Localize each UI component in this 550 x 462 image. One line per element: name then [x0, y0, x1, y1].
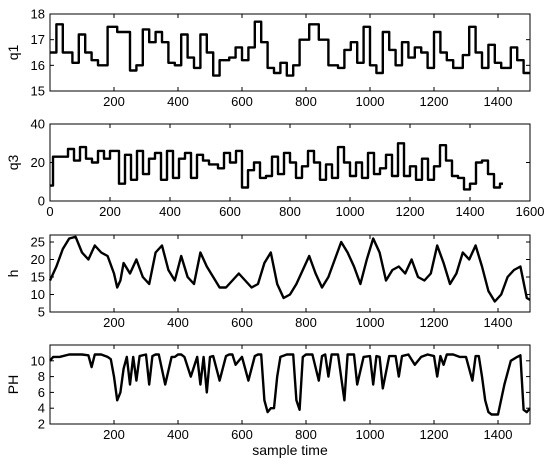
x-tick-label: 800: [295, 94, 317, 109]
x-tick-label: 1200: [420, 427, 449, 442]
x-tick-label: 600: [219, 204, 241, 219]
y-tick-label: 5: [38, 305, 45, 320]
x-tick-label: 1200: [420, 94, 449, 109]
plot-frame: [49, 234, 531, 313]
y-tick-label: 15: [31, 84, 45, 99]
y-axis-label: q3: [5, 155, 21, 171]
x-tick-label: 800: [295, 427, 317, 442]
x-tick-label: 600: [231, 315, 253, 330]
x-tick-label: 200: [103, 94, 125, 109]
y-tick-label: 20: [31, 155, 45, 170]
x-tick-label: 1000: [356, 427, 385, 442]
chart-panel-q1: 200 400 600 800 1000 1200 1400 15 16 17 18 q1: [5, 7, 531, 109]
y-tick-label: 10: [31, 353, 45, 368]
plot-frame: [49, 344, 531, 425]
y-tick-label: 8: [38, 369, 45, 384]
chart-panel-q3: 0 200 400 600 800 1000 1200 1400 1600 0 20 40 q3: [5, 117, 544, 220]
x-tick-label: 0: [46, 204, 53, 219]
x-tick-label: 1000: [336, 204, 365, 219]
y-tick-label: 15: [31, 270, 45, 285]
y-tick-label: 16: [31, 58, 45, 73]
x-tick-label: 1400: [456, 204, 485, 219]
y-tick-label: 10: [31, 287, 45, 302]
x-tick-label: 1400: [484, 315, 513, 330]
y-tick-label: 25: [31, 235, 45, 250]
y-tick-label: 17: [31, 32, 45, 47]
y-tick-label: 2: [38, 417, 45, 432]
x-tick-label: 1400: [484, 94, 513, 109]
x-tick-label: 1400: [484, 427, 513, 442]
y-tick-label: 20: [31, 252, 45, 267]
y-tick-label: 18: [31, 7, 45, 22]
chart-panel-h: 200 400 600 800 1000 1200 1400 5 10 15 20 25 h: [5, 234, 531, 330]
series-line-ph: [49, 353, 531, 416]
y-tick-label: 40: [31, 117, 45, 132]
x-tick-label: 600: [231, 427, 253, 442]
x-tick-label: 400: [167, 427, 189, 442]
x-axis-label: sample time: [252, 442, 328, 458]
y-tick-label: 6: [38, 385, 45, 400]
series-line-h: [48, 235, 531, 303]
x-tick-label: 800: [279, 204, 301, 219]
x-tick-label: 1200: [396, 204, 425, 219]
x-tick-label: 400: [167, 94, 189, 109]
x-tick-label: 1000: [356, 94, 385, 109]
y-axis-label: PH: [5, 375, 21, 394]
y-tick-label: 0: [38, 194, 45, 209]
plot-frame: [49, 13, 531, 92]
y-axis-label: q1: [5, 45, 21, 61]
y-tick-label: 4: [38, 401, 45, 416]
x-tick-label: 1200: [420, 315, 449, 330]
series-line-q1: [50, 20, 530, 77]
x-tick-label: 1600: [516, 204, 545, 219]
series-line-q3: [50, 142, 503, 191]
x-tick-label: 800: [295, 315, 317, 330]
x-tick-label: 200: [103, 315, 125, 330]
x-tick-label: 1000: [356, 315, 385, 330]
x-tick-label: 400: [167, 315, 189, 330]
x-tick-label: 600: [231, 94, 253, 109]
x-tick-label: 200: [103, 427, 125, 442]
y-axis-label: h: [5, 270, 21, 278]
x-tick-label: 200: [99, 204, 121, 219]
x-tick-label: 400: [159, 204, 181, 219]
